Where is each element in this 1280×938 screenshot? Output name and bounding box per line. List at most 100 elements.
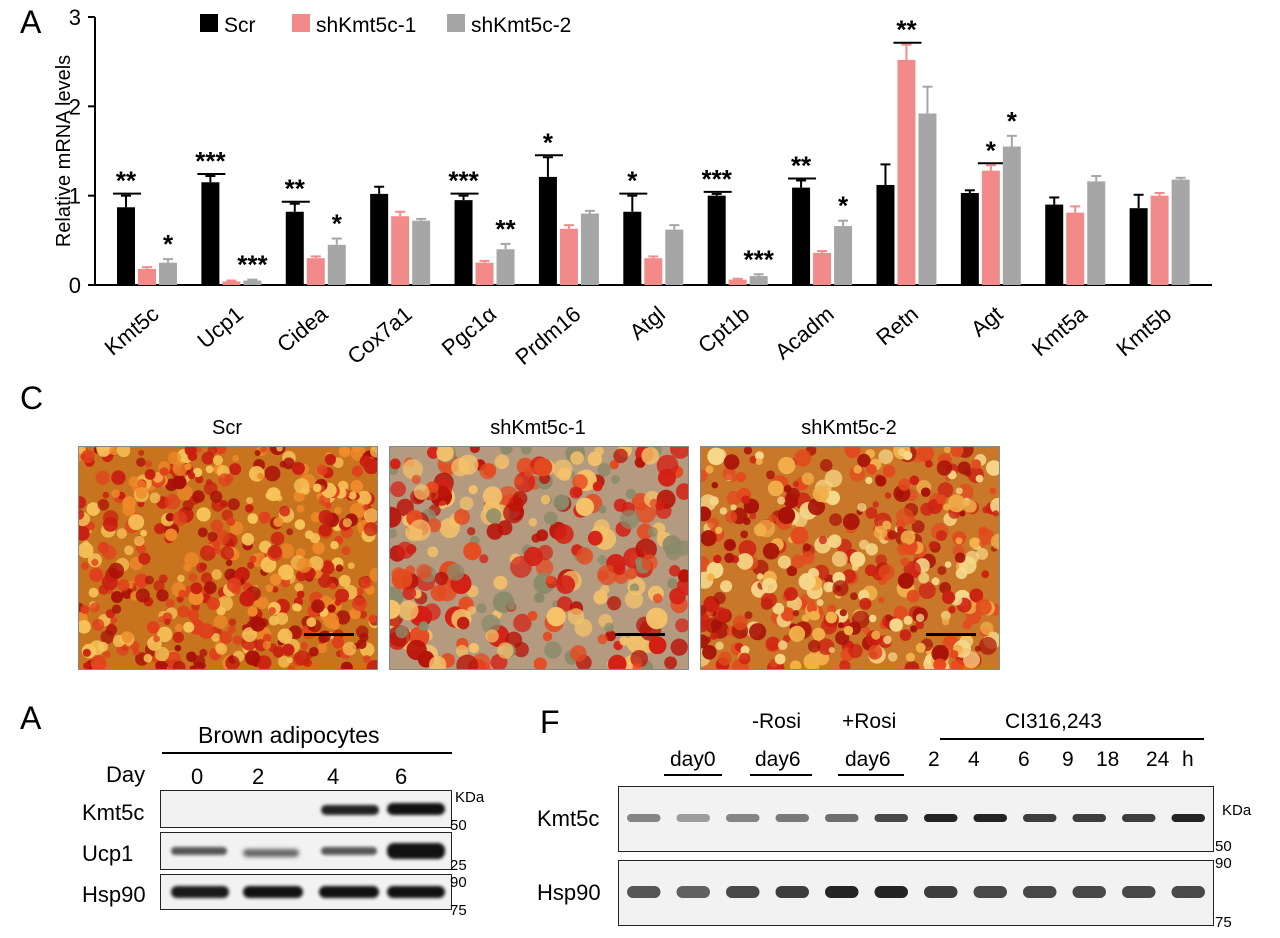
x-tick-label-Kmt5c: Kmt5c [100,301,164,360]
y-tick-label-3: 3 [69,5,81,30]
timepoint-4: 4 [968,748,980,771]
row-label-hsp90-right: Hsp90 [537,880,601,905]
blot-ucp1-left [160,832,452,870]
bar-Atgl-0 [623,211,642,285]
bar-Cidea-2 [327,244,346,285]
bar-Kmt5b-1 [1150,195,1169,285]
blot-band [1171,886,1205,898]
bar-Cox7a1-2 [412,220,431,285]
day-2: 2 [252,764,265,789]
sig-Cidea-2: * [332,209,343,239]
bar-Acadm-2 [834,226,853,285]
row-label-hsp90: Hsp90 [82,882,146,907]
micrograph-scr [78,446,378,670]
blot-band [726,814,760,822]
marker-75-right: 75 [1215,914,1232,931]
timepoint-2: 2 [928,748,940,771]
bar-Agt-2 [1002,146,1021,285]
sig-Ucp1-0: *** [195,146,226,176]
bar-Kmt5a-0 [1045,204,1064,285]
lane-group-day6-minus: day6 [755,748,801,771]
x-tick-label-Kmt5a: Kmt5a [1027,301,1092,362]
bar-Kmt5b-0 [1129,208,1148,285]
panel-label-western-left: A [20,700,42,736]
blot-band [676,814,710,822]
bar-Cidea-0 [285,211,304,285]
micrograph-title-shkmt5c-2: shKmt5c-2 [801,417,897,439]
lane-group-day0: day0 [670,748,716,771]
blot-hsp90-right [618,860,1214,926]
sig-Agt-2: * [1007,106,1018,136]
bar-Acadm-0 [792,187,811,285]
blot-band [627,886,661,898]
legend-swatch-0 [200,14,218,32]
bar-Cpt1b-1 [728,279,747,285]
blot-band [1122,814,1156,822]
sig-Cpt1b-2: *** [744,244,775,274]
panel-label-f: F [540,704,560,740]
legend-label-2: shKmt5c-2 [471,14,571,37]
label-plus-rosi: +Rosi [842,710,897,733]
blot-band [874,886,908,898]
blot-band [825,814,859,822]
row-label-ucp1: Ucp1 [82,841,134,866]
bar-Acadm-1 [813,252,832,285]
blot-band [1171,814,1205,822]
blot-band [775,814,809,822]
mrna-bar-chart: 0 1 2 3 Relative mRNA levels Scr shKmt5c-1 shKm… [53,5,1212,370]
x-tick-label-Kmt5b: Kmt5b [1111,301,1176,361]
blot-band [973,814,1007,822]
bar-Retn-0 [876,184,895,285]
sig-Pgc1α-0: *** [448,166,479,196]
sig-Retn-1: ** [896,15,917,45]
blot-band [1023,886,1057,898]
day-6: 6 [395,764,408,789]
bar-Agt-1 [981,170,1000,285]
bar-Prdm16-0 [538,176,557,285]
timepoint-24: 24 [1146,748,1170,771]
sig-Agt-1: * [986,135,997,165]
bar-Pgc1α-2 [496,249,515,285]
micrograph-title-scr: Scr [212,417,242,439]
x-tick-label-Atgl: Atgl [625,301,670,345]
marker-90-right: 90 [1215,855,1232,872]
blot-band [726,886,760,898]
bar-Kmt5a-1 [1066,212,1085,285]
x-tick-label-Cox7a1: Cox7a1 [343,301,417,369]
row-label-kmt5c-right: Kmt5c [537,806,600,831]
marker-25-left: 25 [450,857,467,874]
bar-Kmt5c-2 [159,262,177,285]
bar-Agt-0 [960,192,979,285]
bar-Cox7a1-1 [391,216,410,285]
label-minus-rosi: -Rosi [752,710,802,733]
legend-label-1: shKmt5c-1 [316,14,416,37]
x-tick-label-Cpt1b: Cpt1b [693,301,754,358]
bar-Kmt5a-2 [1087,181,1106,285]
scale-bar [926,633,976,636]
panel-label-a: A [20,4,42,40]
micrograph-shkmt5c-1 [389,446,689,670]
bar-Atgl-1 [644,258,663,285]
bar-Atgl-2 [665,229,684,285]
blot-band [1072,814,1106,822]
blot-kmt5c-right [618,786,1214,852]
label-cl316243: CI316,243 [1005,710,1102,733]
x-tick-label-Prdm16: Prdm16 [510,301,585,370]
sig-Acadm-0: ** [791,150,812,180]
legend-label-0: Scr [224,14,256,37]
bar-Ucp1-1 [222,281,241,285]
blot-band [1122,886,1156,898]
x-tick-label-Cidea: Cidea [272,301,333,358]
y-axis-label: Relative mRNA levels [53,55,75,247]
group-label-brown-adipocytes: Brown adipocytes [198,722,380,748]
marker-50-right: 50 [1215,838,1232,855]
group-underline [162,752,452,754]
blot-kmt5c-left [160,790,452,828]
blot-band [825,886,859,898]
underline-day6-plus [838,774,904,776]
sig-Cidea-0: ** [285,174,306,204]
sig-Kmt5c-0: ** [116,166,137,196]
bar-Prdm16-2 [580,213,599,285]
row-label-kmt5c: Kmt5c [82,800,145,825]
sig-Pgc1α-2: ** [495,214,516,244]
